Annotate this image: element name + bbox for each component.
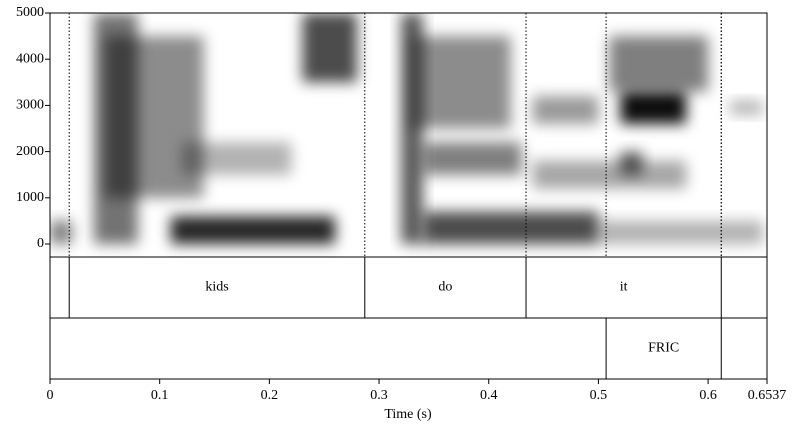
energy-region bbox=[422, 211, 599, 244]
energy-region bbox=[302, 13, 358, 83]
energy-region bbox=[50, 220, 72, 244]
energy-region bbox=[532, 160, 687, 189]
x-tick-label: 0.5 bbox=[590, 388, 608, 403]
x-tick-label: 0.6537 bbox=[748, 388, 787, 403]
x-tick-label: 0.3 bbox=[370, 388, 388, 403]
energy-region bbox=[609, 36, 709, 92]
interval-label: do bbox=[438, 280, 452, 295]
x-tick-label: 0.1 bbox=[151, 388, 169, 403]
y-tick-label: 3000 bbox=[16, 98, 44, 113]
energy-region bbox=[411, 36, 511, 129]
energy-region bbox=[170, 216, 336, 244]
panel-frame bbox=[49, 317, 768, 380]
energy-region bbox=[181, 142, 292, 175]
energy-region bbox=[422, 142, 522, 175]
energy-region bbox=[620, 151, 643, 175]
x-tick-label: 0 bbox=[47, 388, 54, 403]
energy-region bbox=[598, 220, 763, 244]
interval-label: FRIC bbox=[648, 341, 679, 356]
spectrogram bbox=[50, 13, 763, 244]
interval-label: it bbox=[620, 280, 628, 295]
x-axis-label: Time (s) bbox=[384, 407, 432, 422]
x-tick-label: 0.2 bbox=[261, 388, 279, 403]
y-tick-label: 1000 bbox=[16, 190, 44, 205]
panel-frame bbox=[49, 256, 768, 319]
energy-region bbox=[620, 91, 687, 124]
x-tick-label: 0.4 bbox=[480, 388, 498, 403]
energy-region bbox=[532, 96, 599, 124]
y-tick-label: 0 bbox=[37, 236, 44, 251]
energy-region bbox=[730, 100, 763, 115]
y-tick-label: 4000 bbox=[16, 51, 44, 66]
interval-label: kids bbox=[205, 280, 228, 295]
y-tick-label: 5000 bbox=[16, 5, 44, 20]
x-tick-label: 0.6 bbox=[699, 388, 717, 403]
y-tick-label: 2000 bbox=[16, 144, 44, 159]
